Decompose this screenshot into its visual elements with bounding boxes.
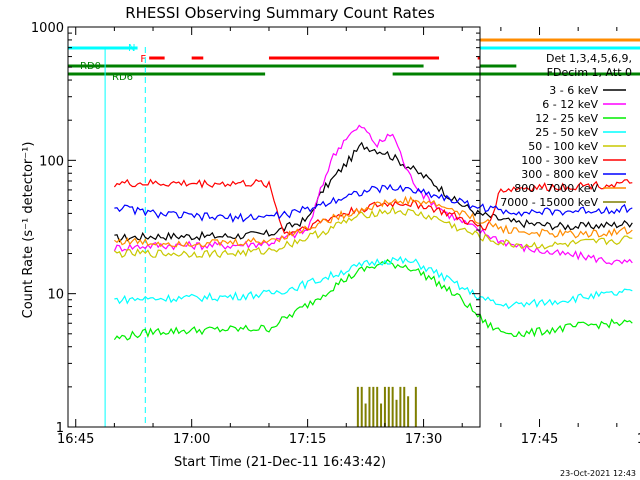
y-axis-label: Count Rate (s⁻¹ detector⁻¹) bbox=[21, 142, 36, 319]
legend-entry: 3 - 6 keV bbox=[549, 84, 598, 97]
timestamp: 23-Oct-2021 12:43 bbox=[560, 469, 636, 478]
legend-entry: 7000 - 15000 keV bbox=[500, 196, 598, 209]
x-tick-label: 17:45 bbox=[521, 432, 558, 447]
legend-entry: 300 - 800 keV bbox=[521, 168, 598, 181]
legend-entry: 100 - 300 keV bbox=[521, 154, 598, 167]
y-tick-label: 1 bbox=[56, 421, 64, 436]
legend-header: Det 1,3,4,5,6,9, bbox=[546, 52, 632, 65]
series-line bbox=[114, 195, 633, 248]
flag-label: RD6 bbox=[112, 72, 133, 83]
flag-label: N bbox=[128, 43, 135, 54]
x-tick-label: 17:30 bbox=[405, 432, 442, 447]
y-axis: 1 10 100 1000 bbox=[31, 21, 480, 436]
legend-entry: 6 - 12 keV bbox=[542, 98, 598, 111]
flag-bars: NFSRD0RD6 bbox=[68, 38, 640, 83]
chart-title: RHESSI Observing Summary Count Rates bbox=[125, 4, 435, 22]
series-line bbox=[113, 258, 633, 341]
series-line bbox=[114, 141, 633, 243]
legend-entry: 25 - 50 keV bbox=[535, 126, 598, 139]
y-tick-label: 10 bbox=[47, 288, 64, 303]
flag-label: F bbox=[140, 54, 146, 65]
series-line bbox=[114, 205, 633, 259]
series-line bbox=[114, 183, 633, 224]
y-tick-label: 100 bbox=[39, 154, 64, 169]
series-line bbox=[113, 178, 633, 236]
series-lines bbox=[113, 124, 633, 427]
legend-entry: 50 - 100 keV bbox=[528, 140, 598, 153]
legend-entry: 800 - 7000 keV bbox=[514, 182, 598, 195]
legend: Det 1,3,4,5,6,9,FDecim 1, Att 0 3 - 6 keV… bbox=[500, 52, 632, 209]
x-tick-label: 17:15 bbox=[289, 432, 326, 447]
x-tick-label: 18:00 bbox=[637, 432, 640, 447]
x-axis-label: Start Time (21-Dec-11 16:43:42) bbox=[174, 455, 386, 470]
plot-frame bbox=[67, 26, 481, 428]
legend-entry: 12 - 25 keV bbox=[535, 112, 598, 125]
series-line bbox=[114, 255, 633, 310]
x-tick-label: 17:00 bbox=[173, 432, 210, 447]
y-tick-label: 1000 bbox=[31, 21, 64, 36]
flag-label: RD0 bbox=[80, 61, 101, 72]
series-line bbox=[113, 124, 633, 266]
legend-header: FDecim 1, Att 0 bbox=[547, 66, 632, 79]
x-tick-label: 16:45 bbox=[57, 432, 94, 447]
